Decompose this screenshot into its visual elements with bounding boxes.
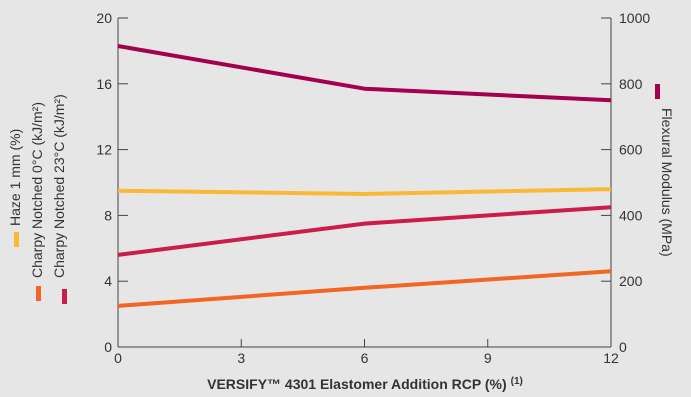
x-tick-label: 12 [603,350,619,366]
x-axis-label-superscript: (1) [511,376,523,387]
x-tick-label: 3 [237,350,245,366]
left-y-tick-label: 8 [104,207,112,223]
left-y-tick-label: 16 [96,76,112,92]
right-axis-label: Flexural Modulus (MPa) [659,108,675,257]
x-tick-label: 0 [114,350,122,366]
right-y-tick-label: 600 [619,142,643,158]
x-axis-label: VERSIFY™ 4301 Elastomer Addition RCP (%)… [207,376,523,392]
legend-swatch-charpy-0c [36,286,41,301]
left-y-tick-label: 4 [104,273,112,289]
right-y-tick-label: 800 [619,76,643,92]
right-axis-legend: Flexural Modulus (MPa) [655,84,675,257]
series-line-1 [117,187,612,196]
legend-swatch-charpy-23c [62,289,67,304]
right-y-tick-label: 0 [619,339,627,355]
left-axis-label-3: Charpy Notched 23°C (kJ/m²) [51,94,67,278]
left-y-tick-label: 0 [104,339,112,355]
left-y-tick-label: 20 [96,10,112,26]
left-axis-label-2: Charpy Notched 0°C (kJ/m²) [29,102,45,278]
x-axis-label-text: VERSIFY™ 4301 Elastomer Addition RCP (%) [207,376,507,392]
legend-swatch-haze [14,232,19,247]
legend-swatch-flexural-modulus [655,84,660,99]
series-lines [117,44,612,308]
left-axis-legend: Haze 1 mm (%) Charpy Notched 0°C (kJ/m²) C… [7,94,67,304]
right-y-tick-label: 200 [619,273,643,289]
left-axis-label-1: Haze 1 mm (%) [7,129,23,226]
x-tick-label: 6 [361,350,369,366]
series-line-2 [117,269,612,308]
series-line-3 [117,205,612,257]
x-tick-label: 9 [484,350,492,366]
right-y-tick-label: 400 [619,207,643,223]
left-y-tick-label: 12 [96,142,112,158]
right-y-tick-label: 1000 [619,10,650,26]
series-line-4 [117,44,612,103]
